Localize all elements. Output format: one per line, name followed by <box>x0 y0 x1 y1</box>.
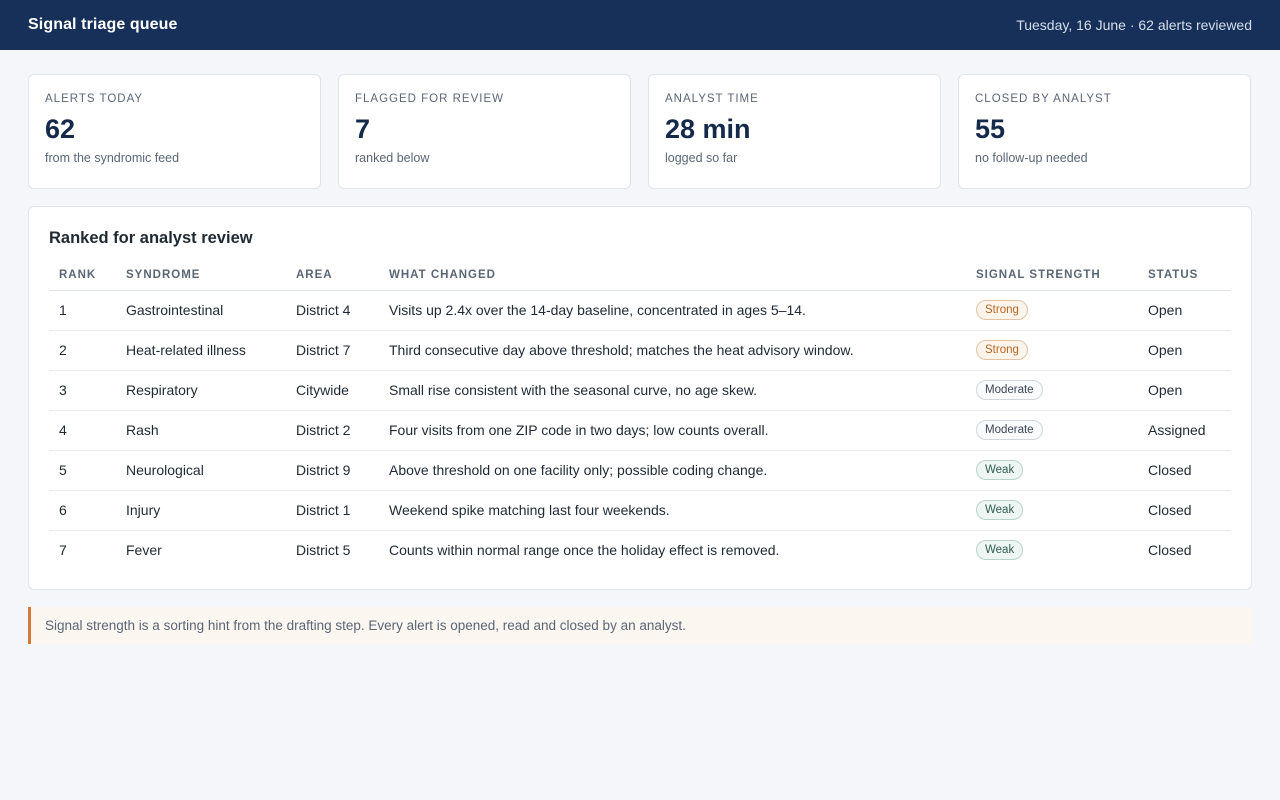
status-cell: Closed <box>1148 542 1192 559</box>
stats-row: ALERTS TODAY 62 from the syndromic feed … <box>0 50 1280 189</box>
change-cell: Visits up 2.4x over the 14-day baseline,… <box>379 290 966 331</box>
stat-value: 55 <box>975 114 1006 144</box>
strength-badge: Moderate <box>976 380 1043 400</box>
area-cell: District 1 <box>286 490 379 531</box>
strength-badge: Moderate <box>976 420 1043 440</box>
top-bar: Signal triage queue Tuesday, 16 June · 6… <box>0 0 1280 50</box>
change-cell: Small rise consistent with the seasonal … <box>379 370 966 411</box>
area-cell: Citywide <box>286 370 379 411</box>
area-cell: District 9 <box>286 450 379 491</box>
status-cell: Closed <box>1138 490 1231 531</box>
syndrome-cell: Injury <box>116 490 286 531</box>
syndrome-cell: Gastrointestinal <box>116 290 286 331</box>
syndrome-cell: Neurological <box>116 450 286 491</box>
area-cell: District 5 <box>296 542 351 559</box>
table-row[interactable]: 3 Respiratory Citywide Small rise consis… <box>49 370 1231 411</box>
stat-value: 62 <box>45 114 76 144</box>
table-row[interactable]: 6 Injury District 1 Weekend spike matchi… <box>49 490 1231 531</box>
table-row[interactable]: 4 Rash District 2 Four visits from one Z… <box>49 410 1231 451</box>
page-title: Signal triage queue <box>28 16 178 33</box>
strength-cell: Strong <box>966 290 1138 331</box>
stat-label: CLOSED BY ANALYST <box>975 93 1112 105</box>
strength-badge: Weak <box>976 500 1024 520</box>
area-cell: District 7 <box>286 330 379 371</box>
change-cell: Third consecutive day above threshold; m… <box>379 330 966 371</box>
column-header-signal-strength[interactable]: SIGNAL STRENGTH <box>966 268 1138 291</box>
stat-label: ANALYST TIME <box>665 93 759 105</box>
status-cell: Assigned <box>1138 410 1231 451</box>
rank-cell: 3 <box>49 370 116 411</box>
column-header-status[interactable]: STATUS <box>1138 268 1231 291</box>
column-header-what-changed[interactable]: WHAT CHANGED <box>379 268 966 291</box>
strength-cell: Moderate <box>966 370 1138 411</box>
rank-cell: 1 <box>49 290 116 331</box>
column-header-rank[interactable]: RANK <box>49 268 116 291</box>
change-cell: Above threshold on one facility only; po… <box>379 450 966 491</box>
stat-card-closed: CLOSED BY ANALYST 55 no follow-up needed <box>958 74 1251 189</box>
strength-badge: Weak <box>976 540 1024 561</box>
syndrome-cell: Fever <box>126 542 162 559</box>
strength-cell: Weak <box>966 490 1138 531</box>
syndrome-cell: Rash <box>116 410 286 451</box>
stat-value: 28 min <box>665 114 751 144</box>
change-cell: Counts within normal range once the holi… <box>389 542 780 559</box>
info-note: Signal strength is a sorting hint from t… <box>28 607 1252 644</box>
change-cell: Four visits from one ZIP code in two day… <box>379 410 966 451</box>
area-cell: District 4 <box>286 290 379 331</box>
status-cell: Open <box>1138 290 1231 331</box>
table-row[interactable]: 2 Heat-related illness District 7 Third … <box>49 330 1231 371</box>
syndrome-cell: Respiratory <box>116 370 286 411</box>
stat-subtext: logged so far <box>665 151 738 165</box>
strength-cell: Weak <box>966 530 1138 570</box>
strength-badge: Strong <box>976 300 1028 320</box>
table-row[interactable]: 7 Fever District 5 Counts within normal … <box>49 530 1231 570</box>
stat-card-alerts-today: ALERTS TODAY 62 from the syndromic feed <box>28 74 321 189</box>
table-row[interactable]: 1 Gastrointestinal District 4 Visits up … <box>49 290 1231 331</box>
table-header-row: RANK SYNDROME AREA WHAT CHANGED SIGNAL S… <box>49 268 1231 291</box>
review-panel: Ranked for analyst review RANK SYNDROME … <box>28 206 1252 590</box>
syndrome-cell: Heat-related illness <box>116 330 286 371</box>
strength-cell: Moderate <box>966 410 1138 451</box>
stat-card-analyst-time: ANALYST TIME 28 min logged so far <box>648 74 941 189</box>
rank-cell: 4 <box>49 410 116 451</box>
column-header-area[interactable]: AREA <box>286 268 379 291</box>
rank-cell: 6 <box>49 490 116 531</box>
stat-card-flagged: FLAGGED FOR REVIEW 7 ranked below <box>338 74 631 189</box>
rank-cell: 2 <box>49 330 116 371</box>
date-summary: Tuesday, 16 June · 62 alerts reviewed <box>1016 17 1252 33</box>
stat-subtext: ranked below <box>355 151 430 165</box>
strength-badge: Weak <box>976 460 1024 480</box>
stat-subtext: no follow-up needed <box>975 151 1088 165</box>
rank-cell: 5 <box>49 450 116 491</box>
change-cell: Weekend spike matching last four weekend… <box>379 490 966 531</box>
status-cell: Closed <box>1138 450 1231 491</box>
status-cell: Open <box>1138 330 1231 371</box>
stat-value: 7 <box>355 114 371 144</box>
review-table: RANK SYNDROME AREA WHAT CHANGED SIGNAL S… <box>49 268 1231 570</box>
strength-badge: Strong <box>976 340 1028 360</box>
stat-label: FLAGGED FOR REVIEW <box>355 93 504 105</box>
stat-label: ALERTS TODAY <box>45 93 144 105</box>
table-row[interactable]: 5 Neurological District 9 Above threshol… <box>49 450 1231 491</box>
stat-subtext: from the syndromic feed <box>45 151 180 165</box>
strength-cell: Weak <box>966 450 1138 491</box>
status-cell: Open <box>1138 370 1231 411</box>
column-header-syndrome[interactable]: SYNDROME <box>116 268 286 291</box>
strength-cell: Strong <box>966 330 1138 371</box>
area-cell: District 2 <box>286 410 379 451</box>
rank-cell: 7 <box>59 542 67 559</box>
panel-title: Ranked for analyst review <box>49 229 253 247</box>
